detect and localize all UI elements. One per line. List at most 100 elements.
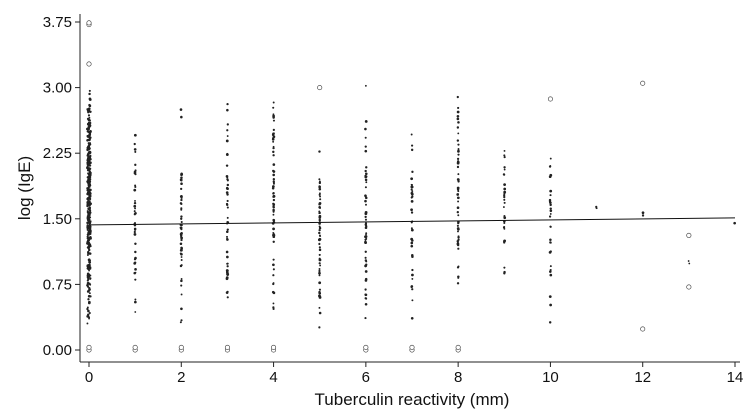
data-point [549, 303, 552, 307]
data-point [272, 192, 275, 195]
data-point [226, 269, 229, 272]
x-tick-label: 0 [85, 369, 93, 386]
data-point [364, 186, 367, 189]
x-tick-label: 2 [177, 369, 185, 386]
x-tick-label: 8 [454, 369, 462, 386]
data-point [88, 136, 91, 139]
data-point [456, 240, 460, 243]
data-point [364, 288, 367, 291]
data-point [87, 177, 90, 180]
data-point [364, 235, 368, 238]
data-point [318, 306, 321, 309]
data-point [271, 290, 275, 294]
data-point-outlier [224, 344, 230, 350]
data-point [226, 238, 229, 241]
data-point [365, 181, 368, 184]
data-point [364, 145, 367, 148]
data-point [549, 203, 552, 207]
data-point [272, 258, 275, 261]
x-tick-label: 10 [542, 369, 559, 386]
data-point [179, 178, 183, 182]
data-point [88, 119, 91, 122]
data-point [272, 233, 275, 236]
data-point [134, 221, 136, 224]
data-point [87, 107, 91, 111]
data-point [456, 95, 459, 99]
data-point [225, 186, 229, 190]
data-point [364, 84, 367, 87]
data-point [456, 178, 460, 181]
data-point [549, 265, 552, 268]
data-point [318, 248, 322, 252]
y-axis-ticks: 0.00 0.75 1.50 2.25 3.00 3.75 [43, 14, 80, 359]
data-point [180, 198, 183, 202]
data-point [88, 300, 91, 304]
data-point [365, 297, 368, 300]
data-point [364, 175, 368, 179]
data-point [456, 188, 460, 191]
data-point [272, 140, 275, 143]
data-point [549, 225, 552, 228]
data-point [226, 235, 228, 238]
data-point [180, 319, 183, 322]
data-point [89, 121, 92, 125]
data-point [179, 242, 183, 246]
data-point [89, 225, 92, 229]
data-point [225, 202, 229, 206]
data-point [318, 150, 321, 153]
data-point [226, 262, 229, 265]
data-points [86, 20, 736, 353]
data-point [318, 246, 321, 249]
data-point [86, 274, 89, 277]
data-point [272, 268, 275, 271]
data-point [180, 228, 183, 231]
y-axis-title: log (IgE) [15, 156, 34, 220]
data-point [272, 116, 275, 119]
data-point [272, 210, 275, 213]
data-point [87, 111, 90, 114]
data-point [318, 238, 322, 241]
data-point [180, 195, 183, 199]
data-point [410, 242, 413, 245]
data-point [318, 268, 321, 270]
data-point [180, 176, 183, 180]
data-point [89, 143, 92, 146]
data-point [319, 195, 322, 198]
data-point [134, 207, 137, 210]
data-point [226, 290, 229, 293]
data-point [457, 247, 460, 250]
data-point [272, 181, 275, 184]
data-point [179, 108, 183, 111]
data-point [87, 264, 91, 267]
data-point [272, 195, 275, 198]
data-point [89, 195, 92, 198]
data-point [179, 321, 182, 324]
data-point [272, 208, 275, 212]
data-point [87, 267, 90, 271]
data-point [364, 199, 367, 203]
data-point [457, 150, 460, 153]
data-point [364, 270, 368, 273]
data-point [133, 148, 137, 151]
data-point-outlier [686, 284, 692, 290]
x-tick-label: 12 [634, 369, 651, 386]
data-point [86, 165, 89, 168]
data-point [87, 114, 91, 117]
x-tick-label: 14 [727, 369, 744, 386]
data-point [549, 165, 552, 167]
data-point [134, 185, 137, 189]
data-point [365, 263, 368, 266]
data-point [595, 205, 598, 209]
data-point [180, 237, 183, 240]
data-point-outlier [363, 344, 369, 350]
data-point [89, 110, 92, 113]
data-point [88, 98, 92, 101]
data-point [318, 203, 321, 206]
y-tick-label: 0.00 [43, 342, 72, 359]
data-point [549, 194, 552, 197]
data-point [410, 211, 414, 214]
data-point-outlier [132, 344, 138, 350]
data-point [272, 302, 275, 305]
data-point [180, 307, 183, 311]
data-point [88, 222, 91, 225]
